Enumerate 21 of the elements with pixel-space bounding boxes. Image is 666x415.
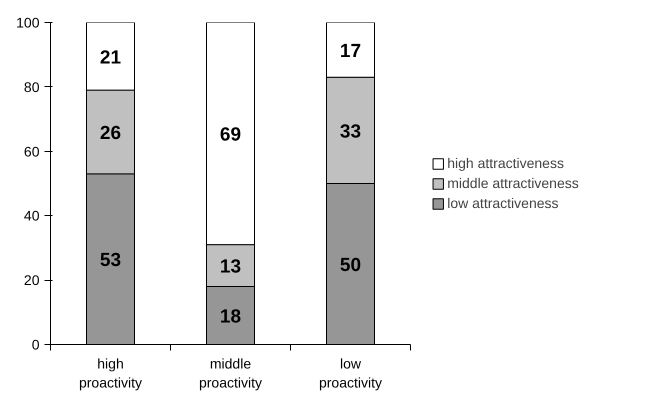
data-label: 21 — [100, 47, 122, 68]
data-label: 18 — [220, 306, 242, 328]
data-label: 33 — [340, 121, 362, 142]
data-label: 53 — [100, 250, 122, 272]
data-label: 17 — [340, 40, 362, 62]
legend-label: middle attractiveness — [447, 175, 579, 191]
y-tick-label: 0 — [32, 336, 40, 352]
y-tick-label: 60 — [24, 143, 40, 160]
data-label: 69 — [220, 124, 242, 146]
x-tick-label: low proactivity — [318, 356, 382, 391]
legend-label: low attractiveness — [447, 195, 559, 211]
data-label: 13 — [220, 256, 242, 278]
data-label: 26 — [100, 122, 122, 144]
data-label: 50 — [340, 255, 362, 276]
x-tick-label: middle proactivity — [198, 356, 262, 391]
x-tick-label: high proactivity — [78, 356, 142, 391]
y-tick-label: 100 — [16, 14, 40, 30]
legend-label: high attractiveness — [447, 155, 564, 171]
y-tick-label: 40 — [24, 208, 40, 224]
y-tick-label: 20 — [24, 272, 40, 288]
y-tick-label: 80 — [24, 78, 40, 95]
